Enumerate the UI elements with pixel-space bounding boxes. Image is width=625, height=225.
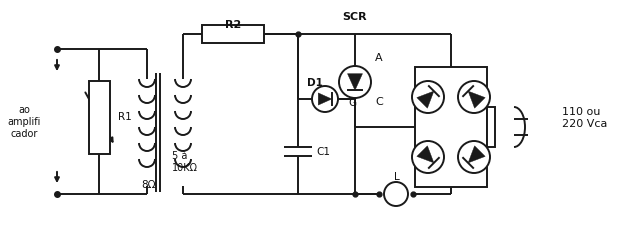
Text: ao
amplifi
cador: ao amplifi cador [8,105,41,138]
Circle shape [458,82,490,113]
Circle shape [412,141,444,173]
Polygon shape [318,94,332,106]
Polygon shape [348,74,362,91]
Polygon shape [417,92,434,109]
Text: 110 ou
220 Vca: 110 ou 220 Vca [562,107,608,128]
Text: C1: C1 [316,146,330,156]
Circle shape [458,141,490,173]
Text: A: A [375,53,382,63]
Circle shape [412,82,444,113]
Text: C: C [375,97,382,106]
Polygon shape [468,146,485,163]
Text: L: L [394,171,400,181]
Circle shape [312,87,338,112]
Bar [89,82,110,154]
Text: G: G [348,98,356,108]
Polygon shape [468,92,485,109]
Text: D1: D1 [307,78,323,88]
Text: 5 à
10KΩ: 5 à 10KΩ [172,151,198,172]
Bar [415,68,487,187]
Bar [487,108,495,147]
Text: 8Ω: 8Ω [141,179,155,189]
Bar [202,26,264,44]
Circle shape [339,67,371,99]
Text: SCR: SCR [342,12,367,22]
Polygon shape [417,146,434,163]
Text: R2: R2 [225,20,241,30]
Circle shape [384,182,408,206]
Text: R1: R1 [118,112,132,122]
